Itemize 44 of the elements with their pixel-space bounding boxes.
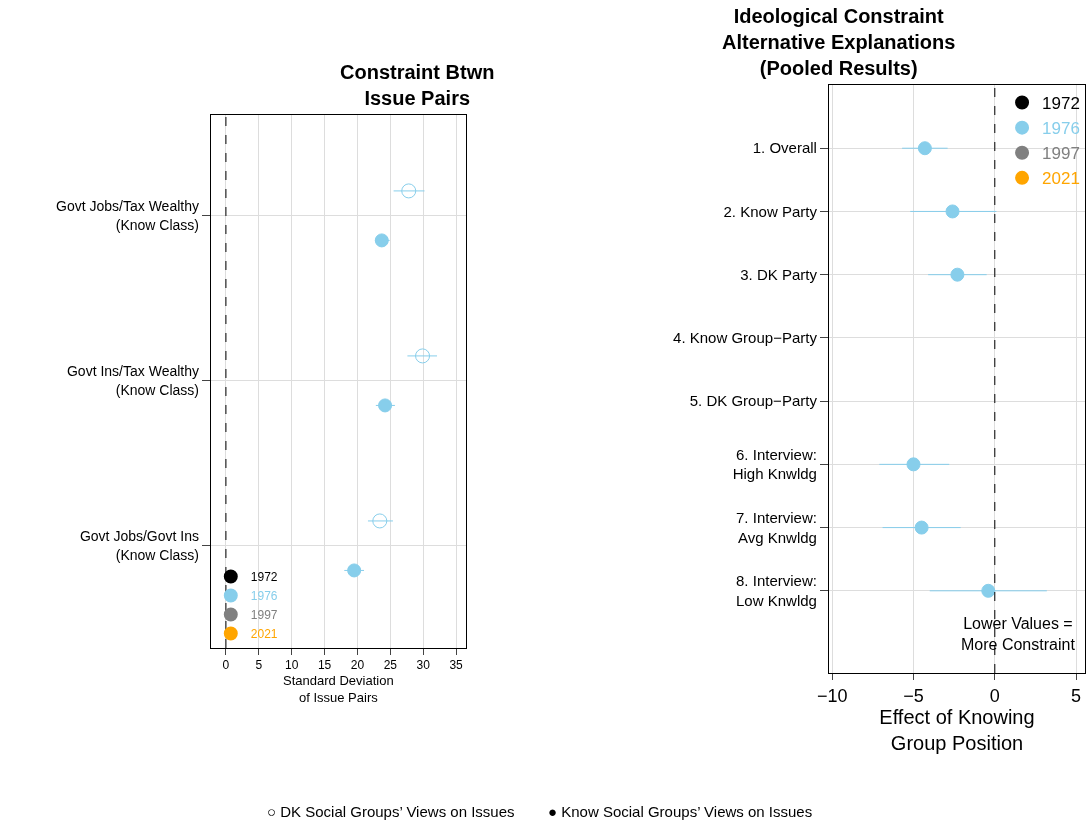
legend-label: 1972 [250,570,278,585]
chart-title: Constraint Btwn Issue Pairs [340,61,495,109]
y-tick-label: 2. Know Party [723,202,818,220]
point [950,267,965,282]
point [981,583,996,598]
x-axis-title: Effect of Knowing Group Position [879,705,1035,754]
chart-title: Ideological Constraint Alternative Explanations (Pooled Results) [722,5,956,79]
y-tick-label: Govt Jobs/Tax Wealthy (Know Class) [56,198,199,233]
legend-label: 2021 [250,627,278,642]
x-tick-label: 35 [449,658,464,673]
x-tick-label: 10 [285,658,299,673]
legend-label: 1972 [1042,94,1080,114]
x-tick-label: −5 [903,685,924,706]
x-tick-label: 5 [1071,685,1082,706]
y-tick-label: 8. Interview: Low Knwldg [736,572,817,609]
x-tick-label: 20 [350,658,365,673]
annotation: Lower Values = More Constraint [961,615,1076,653]
point [945,204,960,219]
legend-label: 2021 [1042,169,1080,189]
x-tick-label: 15 [317,658,332,673]
y-tick-label: 7. Interview: Avg Knwldg [736,509,817,546]
point [914,520,929,535]
x-axis-title: Standard Deviation of Issue Pairs [283,673,394,705]
x-tick-label: 25 [383,658,398,673]
text: ● Know Social Groups’ Views on Issues [548,803,813,820]
x-tick-label: 5 [255,658,263,673]
legend-label: 1976 [1042,119,1080,139]
legend-label: 1997 [250,608,278,623]
point [917,141,932,156]
text: ○ DK Social Groups’ Views on Issues [267,803,515,820]
point [906,457,921,472]
y-tick-label: 5. DK Group−Party [689,392,818,410]
x-tick-label: 30 [416,658,431,673]
legend-label: 1976 [250,589,278,604]
x-tick-label: 0 [989,685,1000,706]
x-tick-label: 0 [222,658,230,673]
y-tick-label: 3. DK Party [740,265,818,283]
y-tick-label: 1. Overall [752,139,817,157]
y-tick-label: 4. Know Group−Party [673,329,818,347]
y-tick-label: 6. Interview: High Knwldg [732,445,817,483]
legend-label: 1997 [1042,144,1080,164]
y-tick-label: Govt Jobs/Govt Ins (Know Class) [79,528,199,563]
y-tick-label: Govt Ins/Tax Wealthy (Know Class) [66,363,199,398]
x-tick-label: −10 [816,685,848,706]
